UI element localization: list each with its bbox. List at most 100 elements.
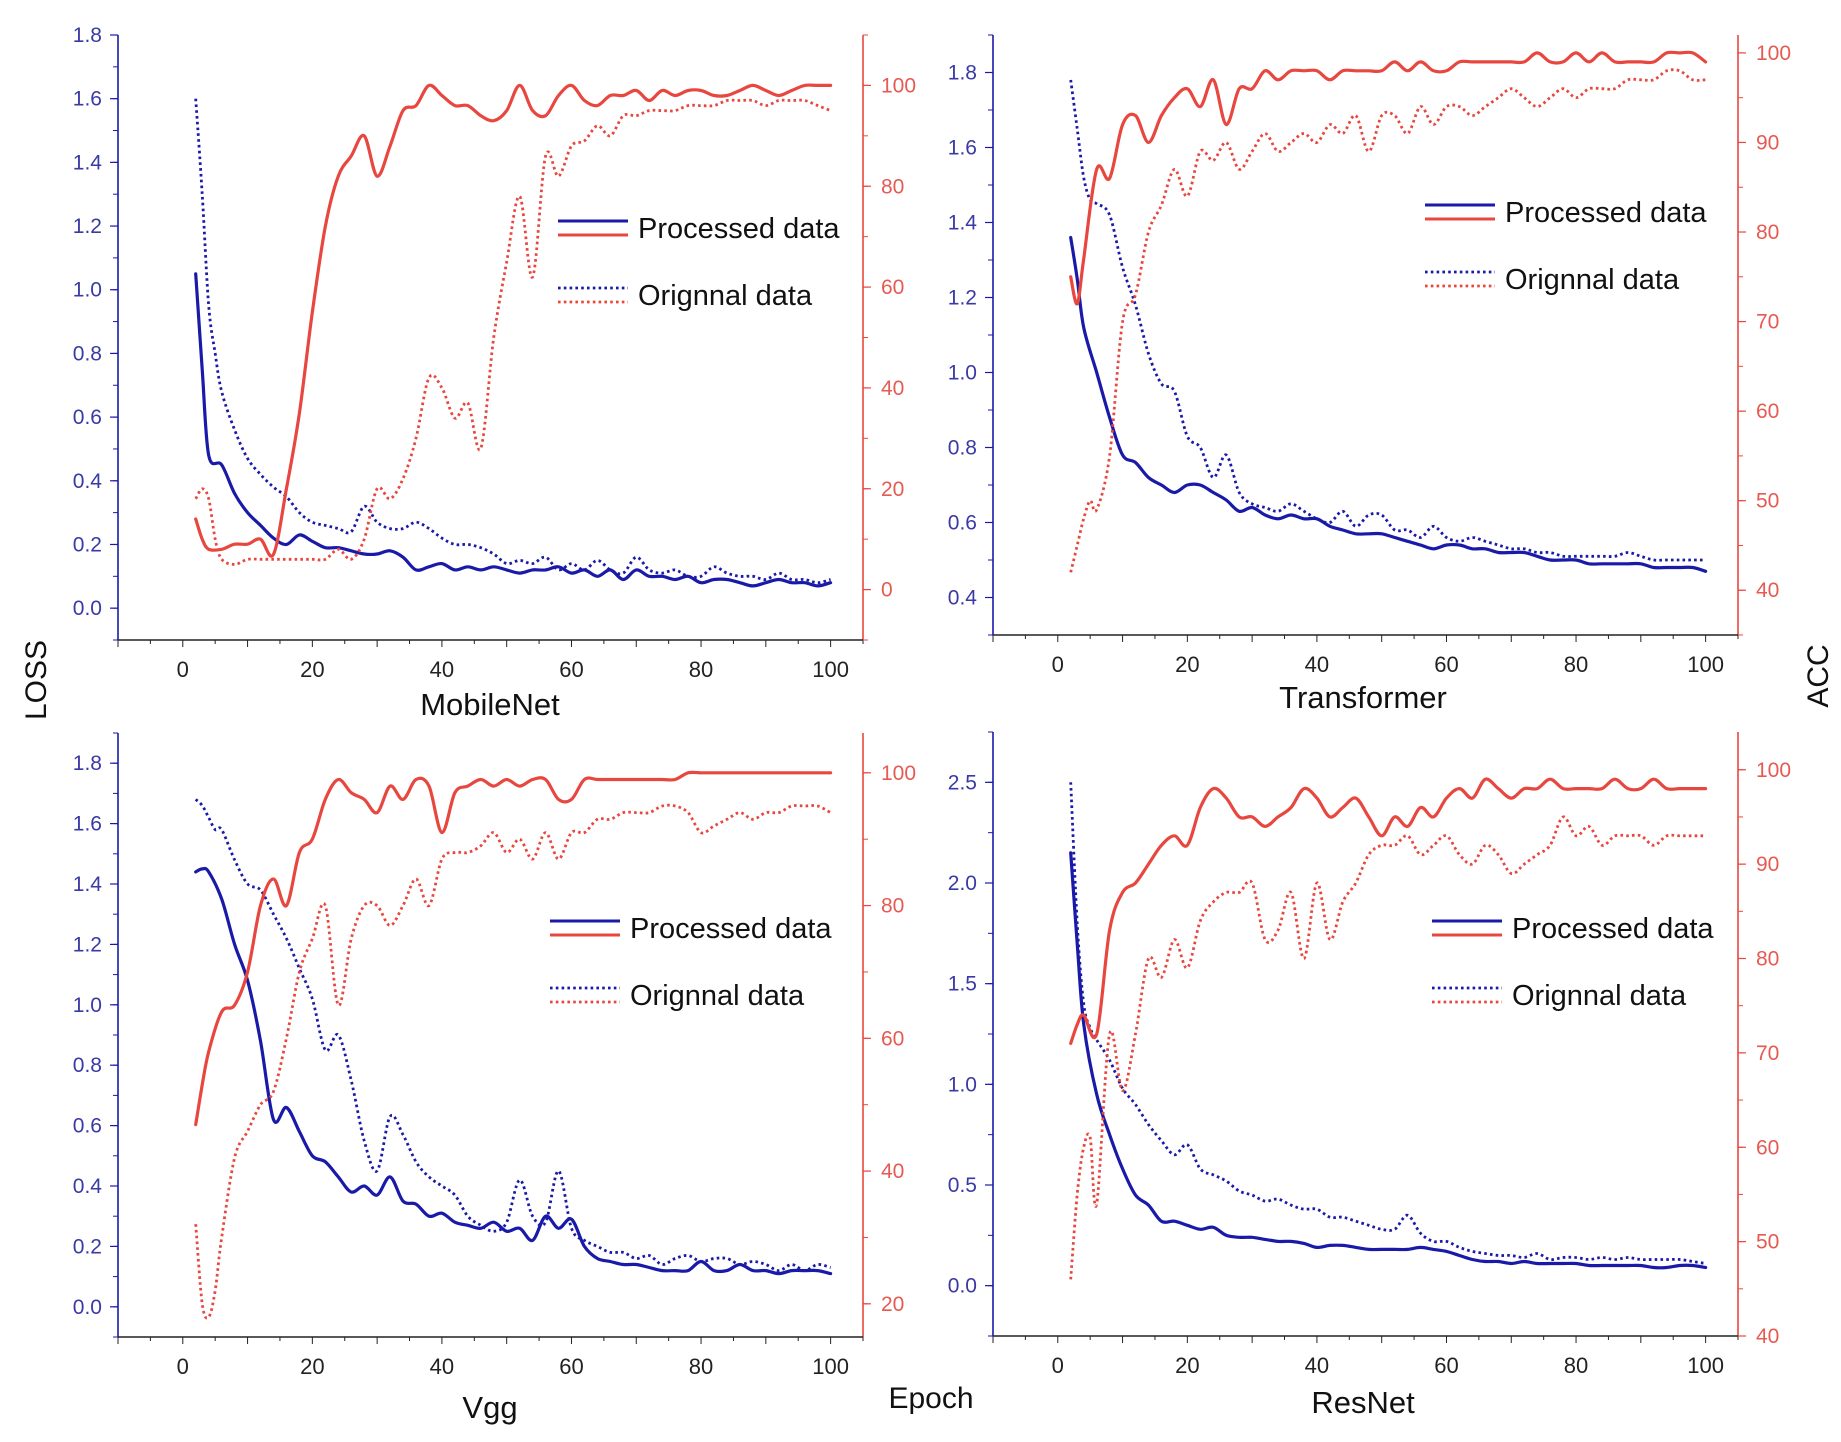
x-tick-label: 20 (300, 657, 324, 682)
acc-tick-label: 100 (881, 762, 916, 785)
loss-tick-label: 0.6 (73, 1115, 102, 1138)
loss-tick-label: 1.4 (73, 151, 103, 174)
loss-tick-label: 0.5 (948, 1174, 977, 1197)
loss-tick-label: 1.6 (73, 88, 102, 111)
loss-tick-label: 2.0 (948, 872, 977, 895)
loss-tick-label: 0.8 (948, 437, 977, 460)
loss-tick-label: 1.4 (73, 873, 103, 896)
loss-tick-label: 0.2 (73, 533, 102, 556)
epoch-axis-label: Epoch (888, 1382, 973, 1415)
loss-tick-label: 1.4 (948, 212, 978, 235)
legend-processed-label: Processed data (1512, 913, 1714, 945)
panel-resnet: 0 20 40 60 80 100 0.0 0.5 1.0 1.5 2.0 2.5 40 50 60 70 80… (948, 731, 1791, 1420)
loss-original-line (194, 798, 831, 1272)
x-tick-label: 40 (430, 1354, 454, 1379)
loss-tick-label: 0.0 (73, 597, 102, 620)
x-tick-label: 0 (177, 1354, 189, 1379)
acc-tick-label: 40 (881, 1160, 904, 1183)
loss-tick-label: 1.8 (73, 24, 102, 47)
x-tick-label: 80 (689, 1354, 713, 1379)
acc-tick-label: 80 (1756, 948, 1779, 971)
loss-tick-label: 0.6 (73, 406, 102, 429)
panel-vgg: 0 20 40 60 80 100 0.0 0.2 0.4 0.6 0.8 1.0 1.2 1.4 1.6 1… (73, 732, 916, 1425)
acc-tick-label: 90 (1756, 853, 1779, 876)
acc-axis-label: ACC (1802, 644, 1835, 707)
legend-processed-label: Processed data (630, 913, 832, 945)
loss-tick-label: 0.0 (948, 1275, 977, 1298)
acc-tick-label: 60 (881, 1027, 904, 1050)
legend-original-label: Orignnal data (1512, 980, 1687, 1012)
legend-original-label: Orignnal data (638, 280, 813, 312)
acc-tick-label: 20 (881, 1293, 904, 1316)
acc-processed-line (1069, 777, 1708, 1045)
acc-tick-label: 40 (881, 377, 904, 400)
acc-original-line (1069, 815, 1706, 1280)
panel-transformer: 0 20 40 60 80 100 0.4 0.6 0.8 1.0 1.2 1.4 1.6 1.8 40 50… (948, 34, 1791, 715)
loss-axis-label: LOSS (20, 640, 53, 720)
loss-tick-label: 0.2 (73, 1235, 102, 1258)
loss-tick-label: 1.8 (73, 752, 102, 775)
loss-tick-label: 0.8 (73, 342, 102, 365)
panel-title: MobileNet (420, 687, 560, 722)
loss-tick-label: 0.0 (73, 1296, 102, 1319)
loss-tick-label: 1.8 (948, 62, 977, 85)
acc-tick-label: 0 (881, 579, 893, 602)
acc-processed-line (1069, 50, 1708, 306)
x-tick-label: 60 (559, 657, 583, 682)
loss-tick-label: 1.2 (73, 933, 102, 956)
x-tick-label: 60 (559, 1354, 583, 1379)
loss-tick-label: 1.0 (948, 1073, 977, 1096)
loss-tick-label: 1.0 (73, 279, 102, 302)
panel-title: Transformer (1279, 680, 1447, 715)
x-tick-label: 80 (689, 657, 713, 682)
loss-original-line (1069, 782, 1706, 1265)
acc-original-line (194, 98, 832, 566)
legend-original-label: Orignnal data (1505, 264, 1680, 296)
loss-tick-label: 1.0 (948, 362, 977, 385)
x-tick-label: 60 (1434, 1353, 1458, 1378)
loss-tick-label: 1.6 (73, 813, 102, 836)
x-tick-label: 100 (1687, 1353, 1724, 1378)
acc-tick-label: 70 (1756, 1042, 1779, 1065)
loss-tick-label: 1.2 (948, 287, 977, 310)
x-tick-label: 80 (1564, 652, 1588, 677)
panel-title: Vgg (462, 1390, 517, 1425)
loss-tick-label: 0.4 (73, 1175, 103, 1198)
loss-original-line (194, 98, 831, 585)
acc-tick-label: 70 (1756, 311, 1779, 334)
acc-tick-label: 80 (881, 175, 904, 198)
loss-processed-line (1069, 851, 1708, 1270)
acc-tick-label: 80 (881, 895, 904, 918)
legend-processed-label: Processed data (638, 213, 840, 245)
acc-tick-label: 40 (1756, 579, 1779, 602)
x-tick-label: 0 (1052, 652, 1064, 677)
legend-original-label: Orignnal data (630, 980, 805, 1012)
acc-processed-line (194, 83, 833, 558)
x-tick-label: 100 (812, 657, 849, 682)
acc-tick-label: 60 (1756, 400, 1779, 423)
loss-tick-label: 0.4 (73, 470, 103, 493)
loss-tick-label: 0.4 (948, 587, 978, 610)
acc-tick-label: 50 (1756, 490, 1779, 513)
acc-tick-label: 50 (1756, 1231, 1779, 1254)
panel-title: ResNet (1311, 1385, 1415, 1420)
x-tick-label: 20 (300, 1354, 324, 1379)
acc-original-line (1069, 68, 1706, 573)
acc-tick-label: 100 (881, 74, 916, 97)
x-tick-label: 40 (1305, 1353, 1329, 1378)
acc-tick-label: 100 (1756, 42, 1791, 65)
acc-tick-label: 60 (1756, 1136, 1779, 1159)
x-tick-label: 80 (1564, 1353, 1588, 1378)
loss-tick-label: 0.6 (948, 512, 977, 535)
x-tick-label: 100 (1687, 652, 1724, 677)
x-tick-label: 0 (1052, 1353, 1064, 1378)
loss-tick-label: 1.6 (948, 137, 977, 160)
loss-tick-label: 1.5 (948, 973, 977, 996)
loss-tick-label: 2.5 (948, 771, 977, 794)
x-tick-label: 60 (1434, 652, 1458, 677)
acc-original-line (194, 803, 832, 1320)
loss-processed-line (1069, 235, 1708, 573)
x-tick-label: 20 (1175, 652, 1199, 677)
x-tick-label: 0 (177, 657, 189, 682)
